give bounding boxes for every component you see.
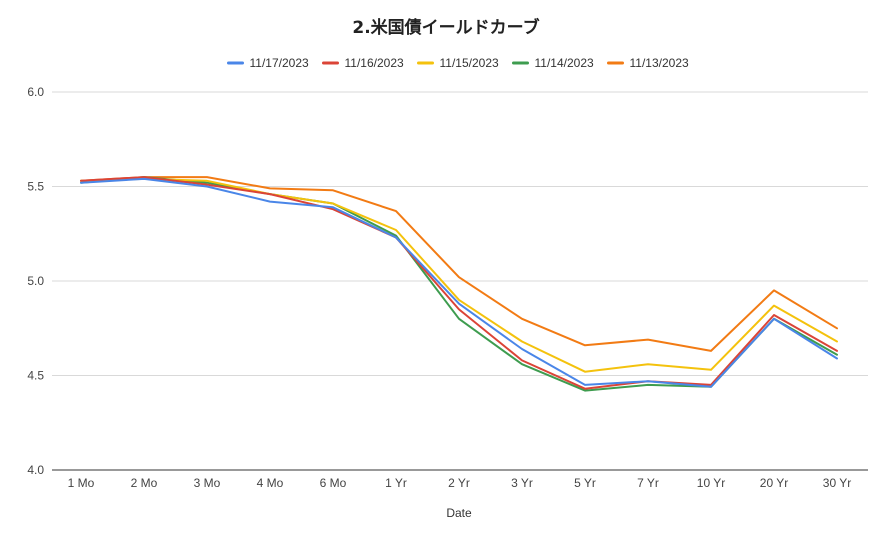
x-tick-label: 4 Mo	[257, 476, 284, 490]
y-tick-label: 4.5	[27, 369, 44, 383]
legend: 11/17/2023 11/16/2023 11/15/2023 11/14/2023…	[227, 56, 689, 70]
y-tick-label: 4.0	[27, 463, 44, 477]
y-tick-label: 6.0	[27, 85, 44, 99]
x-tick-label: 2 Mo	[131, 476, 158, 490]
x-tick-label: 6 Mo	[320, 476, 347, 490]
x-tick-label: 3 Yr	[511, 476, 533, 490]
legend-label: 11/17/2023	[250, 56, 309, 70]
series-lines	[80, 176, 838, 392]
chart-title: 2.米国債イールドカーブ	[352, 17, 539, 38]
series-line-11-14-2023	[80, 176, 838, 392]
x-tick-label: 3 Mo	[194, 476, 221, 490]
series-line-11-13-2023	[80, 176, 838, 352]
x-tick-label: 5 Yr	[574, 476, 596, 490]
legend-item-11-15-2023[interactable]: 11/15/2023	[417, 56, 499, 70]
series-line-11-16-2023	[80, 176, 838, 390]
x-tick-label: 30 Yr	[823, 476, 851, 490]
x-axis-ticks: 1 Mo 2 Mo 3 Mo 4 Mo 6 Mo 1 Yr 2 Yr 3 Yr 5 Yr 7 Yr…	[68, 476, 852, 490]
x-axis-label: Date	[446, 506, 472, 520]
y-axis-ticks: 4.0 4.5 5.0 5.5 6.0	[27, 85, 44, 477]
legend-label: 11/15/2023	[440, 56, 499, 70]
series-line-11-15-2023	[80, 177, 838, 373]
x-tick-label: 1 Yr	[385, 476, 407, 490]
legend-label: 11/13/2023	[630, 56, 689, 70]
legend-item-11-17-2023[interactable]: 11/17/2023	[227, 56, 309, 70]
x-tick-label: 20 Yr	[760, 476, 788, 490]
series-line-11-17-2023	[80, 177, 838, 388]
x-tick-label: 7 Yr	[637, 476, 659, 490]
gridlines	[52, 91, 868, 471]
x-tick-label: 2 Yr	[448, 476, 470, 490]
legend-item-11-16-2023[interactable]: 11/16/2023	[322, 56, 404, 70]
legend-item-11-13-2023[interactable]: 11/13/2023	[607, 56, 689, 70]
legend-item-11-14-2023[interactable]: 11/14/2023	[512, 56, 594, 70]
x-tick-label: 1 Mo	[68, 476, 95, 490]
x-tick-label: 10 Yr	[697, 476, 725, 490]
legend-label: 11/14/2023	[535, 56, 594, 70]
y-tick-label: 5.5	[27, 180, 44, 194]
legend-label: 11/16/2023	[345, 56, 404, 70]
y-tick-label: 5.0	[27, 274, 44, 288]
